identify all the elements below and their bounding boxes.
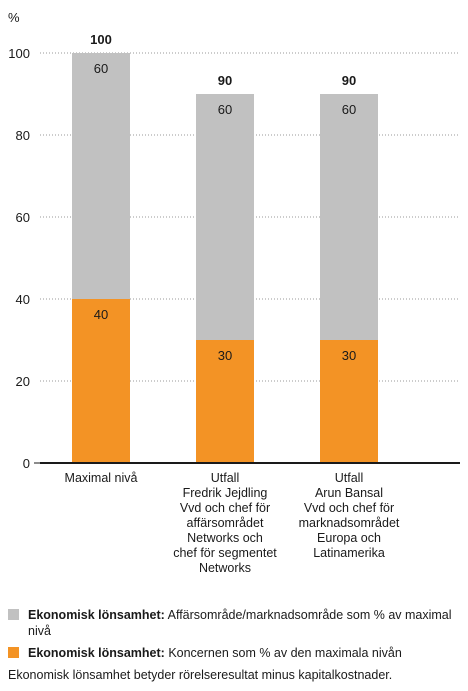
legend-swatch-gray — [8, 609, 19, 620]
legend-text: Ekonomisk lönsamhet: Koncernen som % av … — [28, 646, 402, 660]
x-tick-label: Arun Bansal — [315, 486, 383, 500]
bar-segment-affar — [72, 53, 130, 299]
total-label: 90 — [218, 73, 232, 88]
x-tick-label: Europa och — [317, 531, 381, 545]
x-tick-label: Utfall — [335, 471, 363, 485]
bar-segment-affar — [196, 94, 254, 340]
bar-segment-affar — [320, 94, 378, 340]
data-label: 60 — [218, 102, 232, 117]
legend: Ekonomisk lönsamhet: Affärsområde/markna… — [8, 607, 468, 661]
total-label: 100 — [90, 32, 112, 47]
x-tick-label: affärsområdet — [187, 516, 264, 530]
x-tick-label: marknadsområdet — [299, 516, 400, 530]
legend-item-affarsomrade: Ekonomisk lönsamhet: Affärsområde/markna… — [8, 607, 468, 639]
x-tick-label: Vvd och chef för — [180, 501, 270, 515]
y-tick-label: 60 — [16, 210, 30, 225]
data-label: 40 — [94, 307, 108, 322]
bar-segment-koncern — [72, 299, 130, 463]
legend-swatch-orange — [8, 647, 19, 658]
data-label: 30 — [218, 348, 232, 363]
y-tick-label: 0 — [23, 456, 30, 471]
legend-text: Ekonomisk lönsamhet: Affärsområde/markna… — [28, 608, 452, 638]
x-tick-label: Networks — [199, 561, 251, 575]
y-tick-label: 40 — [16, 292, 30, 307]
x-tick-label: Vvd och chef för — [304, 501, 394, 515]
y-axis-label: % — [8, 10, 20, 25]
x-tick-label: Maximal nivå — [65, 471, 138, 485]
y-tick-label: 80 — [16, 128, 30, 143]
bar-segment-koncern — [196, 340, 254, 463]
chart: % 0 20 40 60 80 100 40 60 100 Maximal nivå 30 60 90 Ut… — [8, 10, 460, 575]
x-tick-label: chef för segmentet — [173, 546, 277, 560]
x-tick-label: Networks och — [187, 531, 263, 545]
footnote: Ekonomisk lönsamhet betyder rörelseresul… — [8, 668, 393, 682]
legend-item-koncern: Ekonomisk lönsamhet: Koncernen som % av … — [8, 645, 468, 661]
bar-segment-koncern — [320, 340, 378, 463]
x-tick-label: Fredrik Jejdling — [183, 486, 268, 500]
data-label: 30 — [342, 348, 356, 363]
x-tick-label: Latinamerika — [313, 546, 385, 560]
x-tick-label: Utfall — [211, 471, 239, 485]
data-label: 60 — [94, 61, 108, 76]
data-label: 60 — [342, 102, 356, 117]
y-tick-label: 20 — [16, 374, 30, 389]
y-tick-label: 100 — [8, 46, 30, 61]
total-label: 90 — [342, 73, 356, 88]
